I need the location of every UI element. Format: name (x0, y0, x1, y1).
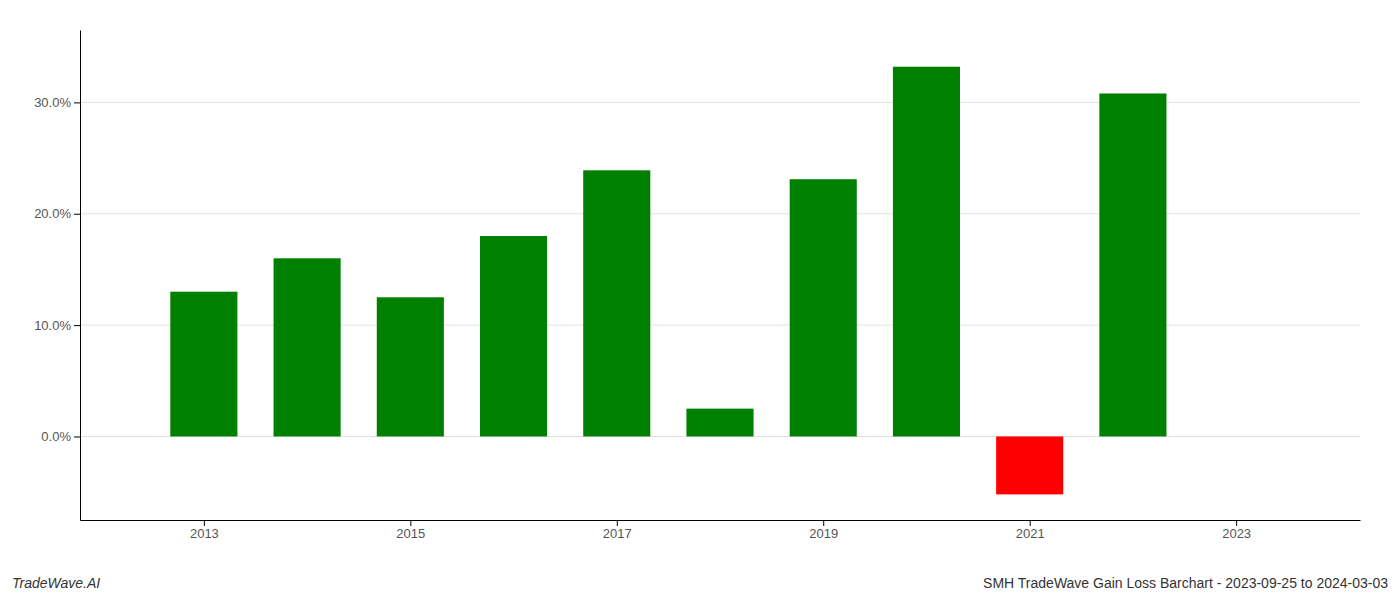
x-axis: 2013 2015 2017 2019 2021 2023 (81, 520, 1361, 541)
bar (686, 409, 753, 437)
y-tick-label: 20.0% (34, 206, 71, 221)
grid (80, 102, 1360, 436)
y-tick: 10.0% (34, 318, 80, 333)
x-axis-line (81, 520, 1361, 521)
y-tick-label: 30.0% (34, 95, 71, 110)
y-tick-mark (74, 436, 80, 437)
y-tick-label: 0.0% (41, 429, 71, 444)
y-axis-line (80, 31, 81, 521)
bar (893, 67, 960, 437)
x-tick-mark (1030, 520, 1031, 526)
watermark: TradeWave.AI (12, 575, 100, 591)
bar (170, 292, 237, 437)
grid-line (80, 325, 1360, 326)
bar (377, 297, 444, 436)
x-tick-mark (410, 520, 411, 526)
bar (480, 236, 547, 436)
x-tick-label: 2017 (603, 526, 632, 541)
bar (1099, 93, 1166, 436)
chart: 2013 2015 2017 2019 2021 2023 0.0% 10.0% 20.0% 30… (0, 0, 1400, 600)
bars (170, 67, 1166, 495)
grid-line (80, 102, 1360, 103)
x-tick: 2017 (603, 520, 632, 541)
x-tick-mark (617, 520, 618, 526)
x-tick: 2013 (190, 520, 219, 541)
x-tick: 2021 (1016, 520, 1045, 541)
title: SMH TradeWave Gain Loss Barchart - 2023-… (983, 575, 1388, 591)
x-tick: 2019 (809, 520, 838, 541)
x-tick: 2015 (396, 520, 425, 541)
y-tick: 30.0% (34, 95, 80, 110)
y-axis: 0.0% 10.0% 20.0% 30.0% (34, 31, 80, 521)
x-tick-mark (1236, 520, 1237, 526)
bar (790, 179, 857, 436)
y-tick: 20.0% (34, 206, 80, 221)
x-tick-label: 2013 (190, 526, 219, 541)
x-tick-label: 2015 (396, 526, 425, 541)
y-tick-mark (74, 325, 80, 326)
bar (996, 436, 1063, 494)
x-tick: 2023 (1222, 520, 1251, 541)
x-tick-mark (823, 520, 824, 526)
bar (274, 258, 341, 436)
bar (583, 170, 650, 436)
x-tick-label: 2021 (1016, 526, 1045, 541)
x-tick-mark (204, 520, 205, 526)
y-tick-mark (74, 214, 80, 215)
grid-line (80, 213, 1360, 214)
x-tick-label: 2019 (809, 526, 838, 541)
y-tick: 0.0% (41, 429, 80, 444)
y-tick-label: 10.0% (34, 318, 71, 333)
y-tick-mark (74, 102, 80, 103)
x-tick-label: 2023 (1222, 526, 1251, 541)
